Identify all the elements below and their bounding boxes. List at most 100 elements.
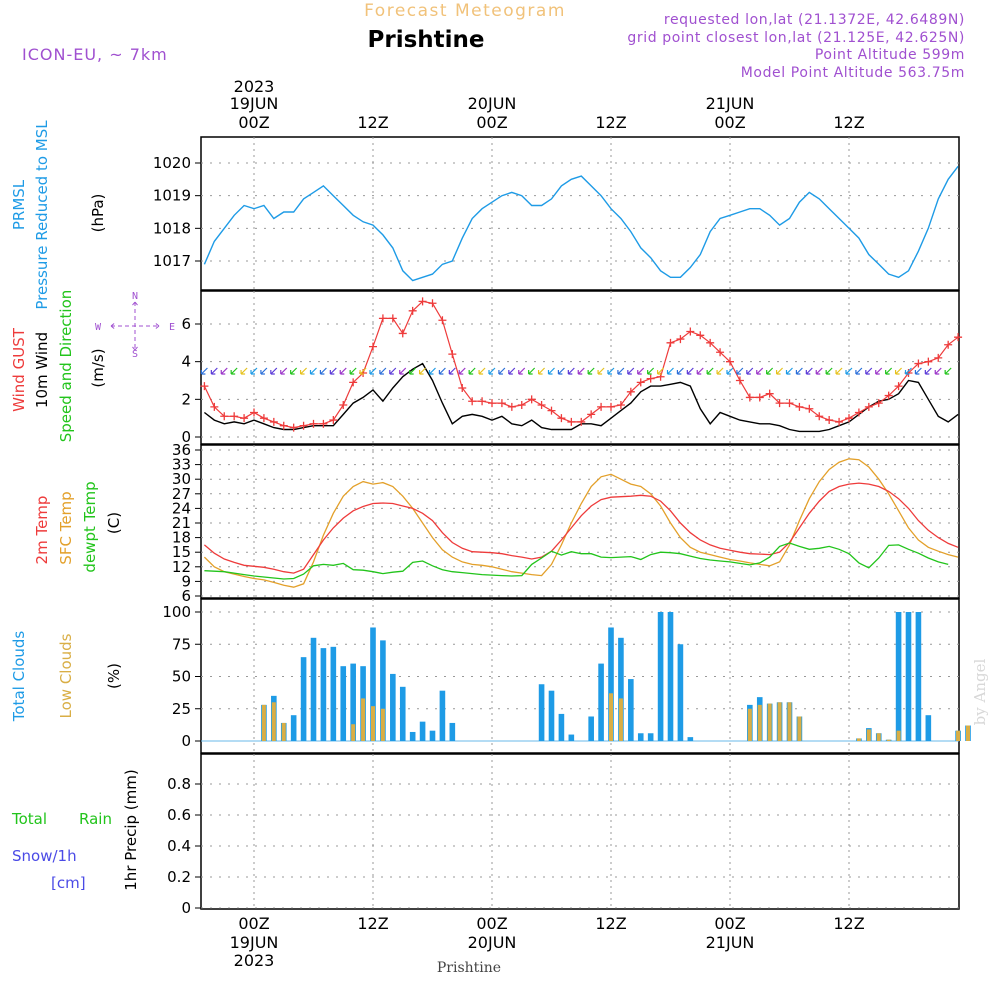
wind-direction-arrow [716,367,724,375]
gust-marker [696,331,705,340]
gust-marker [329,416,338,425]
wind-direction-arrow [875,367,883,375]
wind-gust-label: Wind GUST [10,327,28,412]
total-cloud-bar [290,715,297,741]
wind-direction-arrow [795,367,803,375]
gust-marker [537,400,546,409]
bottom-hour-label: 12Z [357,914,388,933]
wind-direction-arrow [815,367,823,375]
gust-marker [398,329,407,338]
gust-marker [220,412,229,421]
gust-marker [438,316,447,325]
wind-direction-arrow [607,367,615,375]
wind-gust-line [203,300,959,429]
pressure-unit: (hPa) [89,194,107,233]
wind-direction-arrow [230,367,238,375]
gust-marker [845,414,853,423]
low-cloud-bar [261,704,266,741]
wind-10m-label: 10m Wind [33,332,51,408]
wind-direction-arrow [924,367,932,375]
total-cloud-bar [449,722,456,741]
total-cloud-bar [538,684,545,741]
gust-marker [230,412,239,421]
gust-marker [607,402,615,411]
low-cloud-bar [618,698,623,741]
total-cloud-bar [568,734,575,741]
total-cloud-bar [409,731,416,741]
low-cloud-bar [787,702,792,741]
gust-marker [954,333,963,342]
rain-total-label: Total [11,810,47,828]
y-tick-label: 0.6 [167,806,191,824]
gust-marker [408,306,417,315]
snow-unit: [cm] [51,874,86,892]
gust-marker [517,400,526,409]
low-cloud-bar [896,730,901,741]
wind-direction-arrow [339,367,347,375]
gust-marker [488,399,496,408]
wind-direction-arrow [260,367,268,375]
gust-marker [825,416,834,425]
y-tick-label: 21 [172,514,191,532]
low-cloud-bar [767,703,772,741]
bottom-hour-label: 00Z [476,914,507,933]
wind-direction-arrow [537,367,546,375]
total-cloud-bar [925,715,932,741]
y-tick-label: 1019 [153,187,191,205]
wind-direction-arrow [656,367,665,375]
gust-marker [735,376,744,385]
gust-marker [666,338,675,347]
rain-label: Rain [79,810,112,828]
bottom-date-label: 21JUN [706,933,755,952]
total-cloud-bar [340,666,347,741]
point-altitude: Point Altitude 599m [815,47,965,63]
total-cloud-bar [637,733,644,741]
y-tick-label: 9 [181,572,191,590]
gust-marker [686,327,695,336]
y-tick-label: 75 [172,635,191,653]
wind-direction-arrow [706,367,714,375]
total-cloud-bar [647,733,654,741]
wind-direction-arrow [686,367,694,375]
total-cloud-bar [687,737,694,741]
snow-label: Snow/1h [12,847,77,865]
wind-direction-arrow [319,367,327,375]
wind-direction-arrow [508,367,516,375]
wind-direction-arrow [448,367,456,375]
low-cloud-bar [876,733,881,741]
temp-2m-label: 2m Temp [33,496,51,565]
low-cloud-bar [747,708,752,741]
panel-0: 1017 1018 1019 1020 [153,136,960,291]
gust-marker [497,399,506,408]
gust-marker [597,402,606,411]
top-hour-label: 12Z [595,113,626,132]
y-tick-label: 100 [162,603,191,621]
y-tick-label: 6 [181,315,191,333]
y-tick-label: 33 [172,456,191,474]
gust-marker [835,417,844,426]
y-tick-label: 25 [172,700,191,718]
wind-direction-arrow [825,367,833,375]
low-cloud-bar [361,698,366,741]
gust-marker [269,417,278,426]
wind-direction-arrow [736,367,744,375]
gust-marker [616,400,625,409]
wind-direction-arrow [666,367,674,375]
wind-direction-arrow [418,367,427,375]
gust-marker [527,395,536,404]
gust-marker [210,402,219,411]
gust-marker [874,399,883,408]
gust-marker [765,389,774,398]
gust-marker [200,382,209,391]
wind-direction-arrow [597,367,605,375]
y-tick-label: 0.2 [167,868,191,886]
temp-sfc-label: SFC Temp [57,491,75,564]
low-cloud-bar [797,716,802,741]
gust-marker [478,397,487,406]
wind-direction-arrow [389,367,397,375]
y-tick-label: 15 [172,543,191,561]
low-cloud-bar [371,706,375,741]
y-tick-label: 18 [172,529,191,547]
wind-direction-arrow [488,367,496,375]
bottom-hour-label: 12Z [833,914,864,933]
